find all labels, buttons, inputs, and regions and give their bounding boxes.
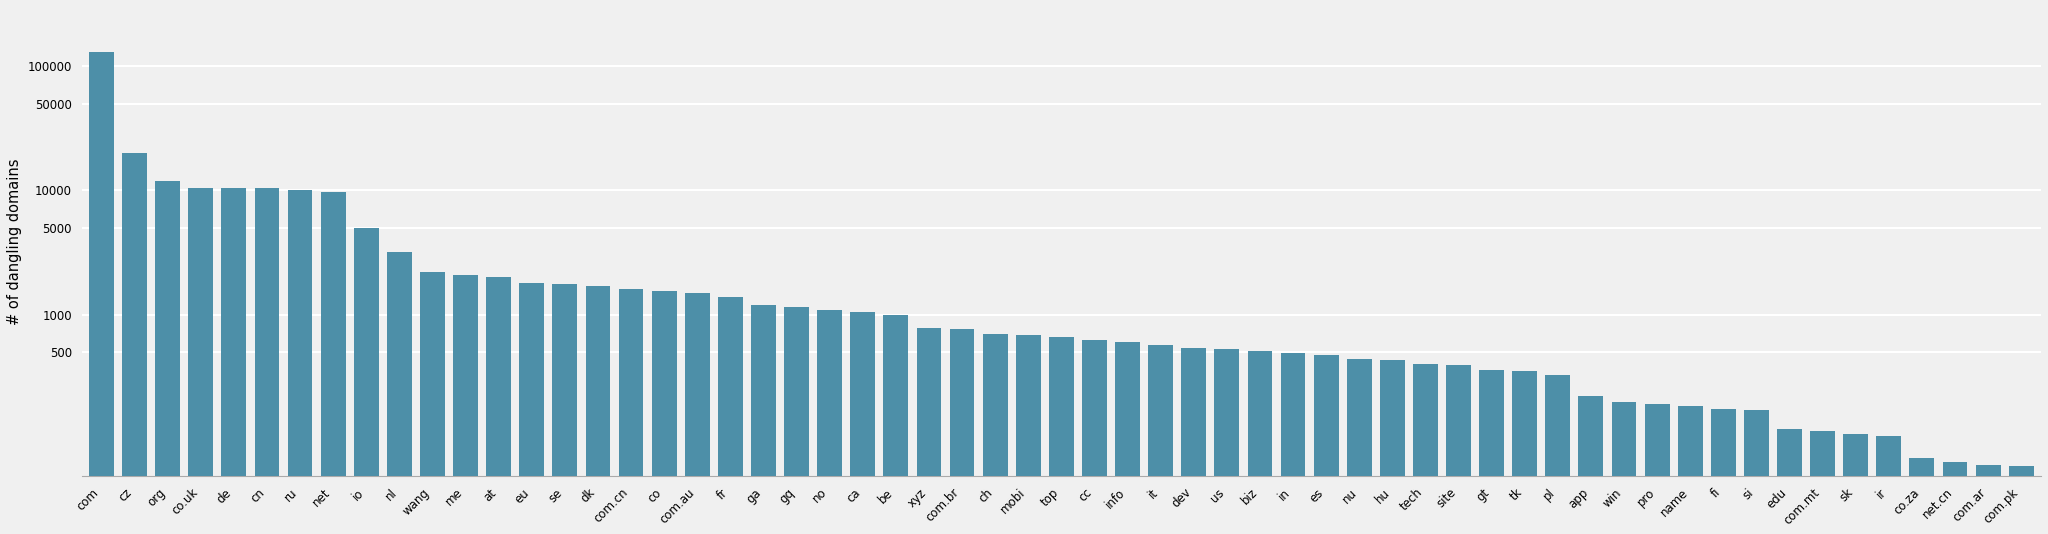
- Bar: [1479, 370, 1503, 534]
- Bar: [485, 277, 512, 534]
- Bar: [817, 310, 842, 534]
- Bar: [156, 180, 180, 534]
- Bar: [1114, 342, 1141, 534]
- Bar: [1016, 335, 1040, 534]
- Bar: [1944, 462, 1968, 534]
- Bar: [1380, 360, 1405, 534]
- Bar: [983, 334, 1008, 534]
- Bar: [918, 328, 942, 534]
- Bar: [387, 252, 412, 534]
- Bar: [586, 286, 610, 534]
- Bar: [1511, 371, 1538, 534]
- Y-axis label: # of dangling domains: # of dangling domains: [6, 159, 23, 325]
- Bar: [1876, 436, 1901, 534]
- Bar: [1579, 396, 1604, 534]
- Bar: [520, 283, 545, 534]
- Bar: [1909, 458, 1933, 534]
- Bar: [254, 188, 279, 534]
- Bar: [883, 315, 907, 534]
- Bar: [553, 285, 578, 534]
- Bar: [752, 305, 776, 534]
- Bar: [1182, 348, 1206, 534]
- Bar: [354, 228, 379, 534]
- Bar: [2009, 467, 2034, 534]
- Bar: [1546, 374, 1571, 534]
- Bar: [1976, 465, 2001, 534]
- Bar: [1081, 340, 1106, 534]
- Bar: [1645, 404, 1669, 534]
- Bar: [1612, 402, 1636, 534]
- Bar: [453, 274, 477, 534]
- Bar: [1247, 351, 1272, 534]
- Bar: [950, 329, 975, 534]
- Bar: [1413, 364, 1438, 534]
- Bar: [420, 272, 444, 534]
- Bar: [221, 188, 246, 534]
- Bar: [188, 188, 213, 534]
- Bar: [1280, 353, 1305, 534]
- Bar: [1348, 359, 1372, 534]
- Bar: [651, 291, 676, 534]
- Bar: [123, 153, 147, 534]
- Bar: [1843, 434, 1868, 534]
- Bar: [1049, 337, 1073, 534]
- Bar: [618, 289, 643, 534]
- Bar: [88, 52, 115, 534]
- Bar: [322, 192, 346, 534]
- Bar: [1446, 365, 1470, 534]
- Bar: [287, 191, 313, 534]
- Bar: [784, 307, 809, 534]
- Bar: [1778, 429, 1802, 534]
- Bar: [1149, 345, 1174, 534]
- Bar: [1214, 349, 1239, 534]
- Bar: [1313, 356, 1339, 534]
- Bar: [1710, 409, 1737, 534]
- Bar: [850, 312, 874, 534]
- Bar: [1810, 431, 1835, 534]
- Bar: [719, 296, 743, 534]
- Bar: [684, 293, 711, 534]
- Bar: [1745, 410, 1769, 534]
- Bar: [1677, 406, 1702, 534]
